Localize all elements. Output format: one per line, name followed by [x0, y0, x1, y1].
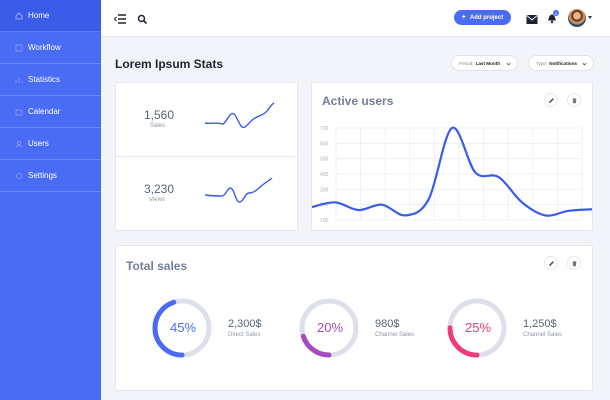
chevron-down-icon	[506, 61, 511, 66]
avatar[interactable]	[568, 9, 586, 27]
series-line	[312, 126, 592, 217]
page-title: Lorem Ipsum Stats	[115, 57, 224, 71]
channel-sales-2-percent: 25%	[465, 320, 492, 335]
chevron-down-icon	[582, 61, 587, 66]
type-filter[interactable]: Type: Notifications	[528, 55, 594, 71]
sidebar-item-statistics[interactable]: Statistics	[0, 64, 101, 96]
y-tick-label: 100	[320, 218, 329, 224]
sidebar-item-label: Settings	[28, 171, 57, 180]
active-users-chart: 700 600 500 400 300 200 100	[312, 126, 592, 224]
bell-icon[interactable]	[546, 11, 558, 24]
direct-sales-donut	[152, 298, 212, 358]
views-label: Views	[149, 197, 165, 203]
period-filter[interactable]: Period: Last Month	[451, 55, 518, 71]
settings-icon	[15, 172, 23, 180]
topbar: + Add project 2	[101, 0, 610, 37]
channel-sales-1-label: Channel Sales	[375, 332, 415, 338]
period-filter-label: Period:	[459, 60, 474, 66]
notification-badge: 2	[553, 10, 559, 16]
views-value: 3,230	[144, 182, 175, 196]
total-sales-title: Total sales	[126, 259, 188, 273]
pencil-icon	[548, 260, 554, 266]
channel-sales-donut-1	[299, 298, 359, 358]
pencil-icon	[548, 97, 554, 103]
views-sparkline	[204, 177, 273, 203]
sidebar-item-settings[interactable]: Settings	[0, 160, 101, 192]
channel-sales-2-amount: 1,250$	[523, 318, 557, 330]
plus-icon: +	[461, 14, 466, 21]
type-filter-label: Type:	[536, 60, 548, 66]
active-users-title: Active users	[322, 94, 394, 108]
sidebar-item-label: Users	[28, 139, 49, 148]
stats-card: 1,560 Sales 3,230 Views	[115, 82, 298, 231]
add-project-label: Add project	[469, 14, 504, 21]
delete-button[interactable]	[567, 93, 581, 107]
sales-label: Sales	[150, 123, 166, 129]
sidebar: Home Workflow Statistics Calendar Users …	[0, 0, 101, 400]
edit-button[interactable]	[544, 93, 558, 107]
workflow-icon	[15, 44, 23, 52]
sidebar-item-label: Home	[28, 11, 50, 20]
direct-sales-amount: 2,300$	[228, 318, 262, 330]
sidebar-item-calendar[interactable]: Calendar	[0, 96, 101, 128]
total-sales-card: Total sales 45% 2,300$ Direct Sales 20% …	[115, 245, 593, 391]
trash-icon	[572, 97, 576, 103]
channel-sales-1-percent: 20%	[317, 320, 344, 335]
y-tick-label: 500	[320, 157, 329, 163]
y-tick-label: 300	[320, 187, 329, 193]
add-project-button[interactable]: + Add project	[454, 10, 511, 25]
users-icon	[15, 140, 23, 148]
home-icon	[15, 11, 23, 20]
sidebar-item-users[interactable]: Users	[0, 128, 101, 160]
active-users-card: Active users 700 600 500 400 300 200 100	[311, 82, 593, 231]
divider	[116, 156, 297, 157]
period-filter-value: Last Month	[475, 60, 501, 66]
search-icon[interactable]	[137, 12, 148, 25]
y-tick-label: 600	[320, 141, 329, 147]
trash-icon	[572, 260, 576, 266]
delete-button[interactable]	[567, 256, 581, 270]
mail-icon[interactable]	[526, 12, 538, 24]
channel-sales-2-label: Channel Sales	[523, 332, 563, 338]
sales-sparkline	[204, 102, 275, 129]
sidebar-item-label: Statistics	[28, 75, 61, 84]
calendar-icon	[15, 108, 23, 116]
sidebar-item-home[interactable]: Home	[0, 0, 101, 32]
y-tick-label: 700	[320, 126, 329, 132]
sidebar-item-workflow[interactable]: Workflow	[0, 32, 101, 64]
sidebar-item-label: Workflow	[28, 43, 61, 52]
edit-button[interactable]	[544, 256, 558, 270]
sidebar-item-label: Calendar	[28, 107, 61, 116]
statistics-icon	[15, 76, 23, 84]
direct-sales-label: Direct Sales	[228, 332, 261, 338]
direct-sales-percent: 45%	[170, 320, 197, 335]
y-tick-label: 200	[320, 203, 329, 209]
menu-toggle-icon[interactable]	[113, 12, 127, 24]
y-tick-label: 400	[320, 172, 329, 178]
sales-value: 1,560	[144, 108, 175, 122]
channel-sales-1-amount: 980$	[375, 318, 400, 330]
chevron-down-icon[interactable]	[588, 16, 592, 19]
type-filter-value: Notifications	[549, 60, 578, 66]
channel-sales-donut-2	[447, 298, 507, 358]
